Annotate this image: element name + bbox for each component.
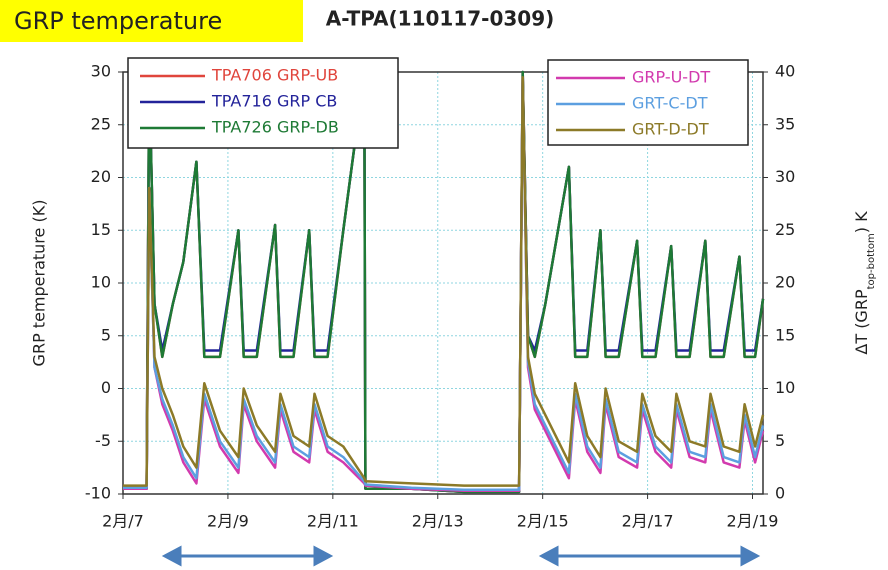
y-tick-label: 15: [91, 220, 111, 239]
y2-tick-label: 35: [775, 114, 795, 133]
chart-title: A-TPA(110117-0309): [326, 7, 555, 31]
y2-tick-label: 40: [775, 62, 795, 81]
x-tick-label: 2月/7: [102, 512, 144, 531]
y2-tick-label: 30: [775, 167, 795, 186]
x-tick-label: 2月/19: [727, 512, 779, 531]
annotation-box: [0, 0, 303, 42]
arrow-head: [740, 545, 761, 567]
arrow-head: [538, 545, 559, 567]
legend-label: GRT-C-DT: [632, 94, 708, 113]
y-tick-label: 25: [91, 114, 111, 133]
arrow-head: [313, 545, 334, 567]
legend-label: TPA706 GRP-UB: [211, 66, 338, 85]
legend-label: TPA716 GRP CB: [211, 92, 337, 111]
y2-tick-label: 20: [775, 273, 795, 292]
y-tick-label: 5: [101, 325, 111, 344]
y-tick-label: -5: [95, 431, 111, 450]
x-tick-label: 2月/17: [622, 512, 674, 531]
y2-tick-label: 15: [775, 325, 795, 344]
x-tick-label: 2月/13: [412, 512, 464, 531]
y-axis-label: GRP temperature (K): [30, 200, 49, 367]
y-tick-label: 30: [91, 62, 111, 81]
y2-label-end: ) K: [852, 211, 871, 233]
legend-label: TPA726 GRP-DB: [211, 118, 339, 137]
y-tick-label: 20: [91, 167, 111, 186]
y-tick-label: 0: [101, 378, 111, 397]
y2-axis-label: ΔT (GRPtop-bottom) K: [852, 211, 878, 355]
series-line: [123, 76, 765, 487]
y2-tick-label: 0: [775, 484, 785, 503]
x-tick-label: 2月/11: [307, 512, 359, 531]
arrow-head: [161, 545, 182, 567]
legend-label: GRT-D-DT: [632, 120, 709, 139]
plot-frame: [122, 71, 764, 495]
x-tick-label: 2月/15: [517, 512, 569, 531]
y2-tick-label: 10: [775, 378, 795, 397]
y2-label-main: ΔT (GRP: [852, 289, 871, 355]
legend-label: GRP-U-DT: [632, 68, 710, 87]
arrows: [161, 545, 761, 567]
y-tick-label: -10: [85, 484, 111, 503]
y2-tick-label: 5: [775, 431, 785, 450]
annotation: GRP temperature: [14, 7, 222, 35]
x-tick-label: 2月/9: [207, 512, 249, 531]
y-tick-label: 10: [91, 273, 111, 292]
y2-label-sub: top-bottom: [866, 233, 877, 289]
y2-tick-label: 25: [775, 220, 795, 239]
